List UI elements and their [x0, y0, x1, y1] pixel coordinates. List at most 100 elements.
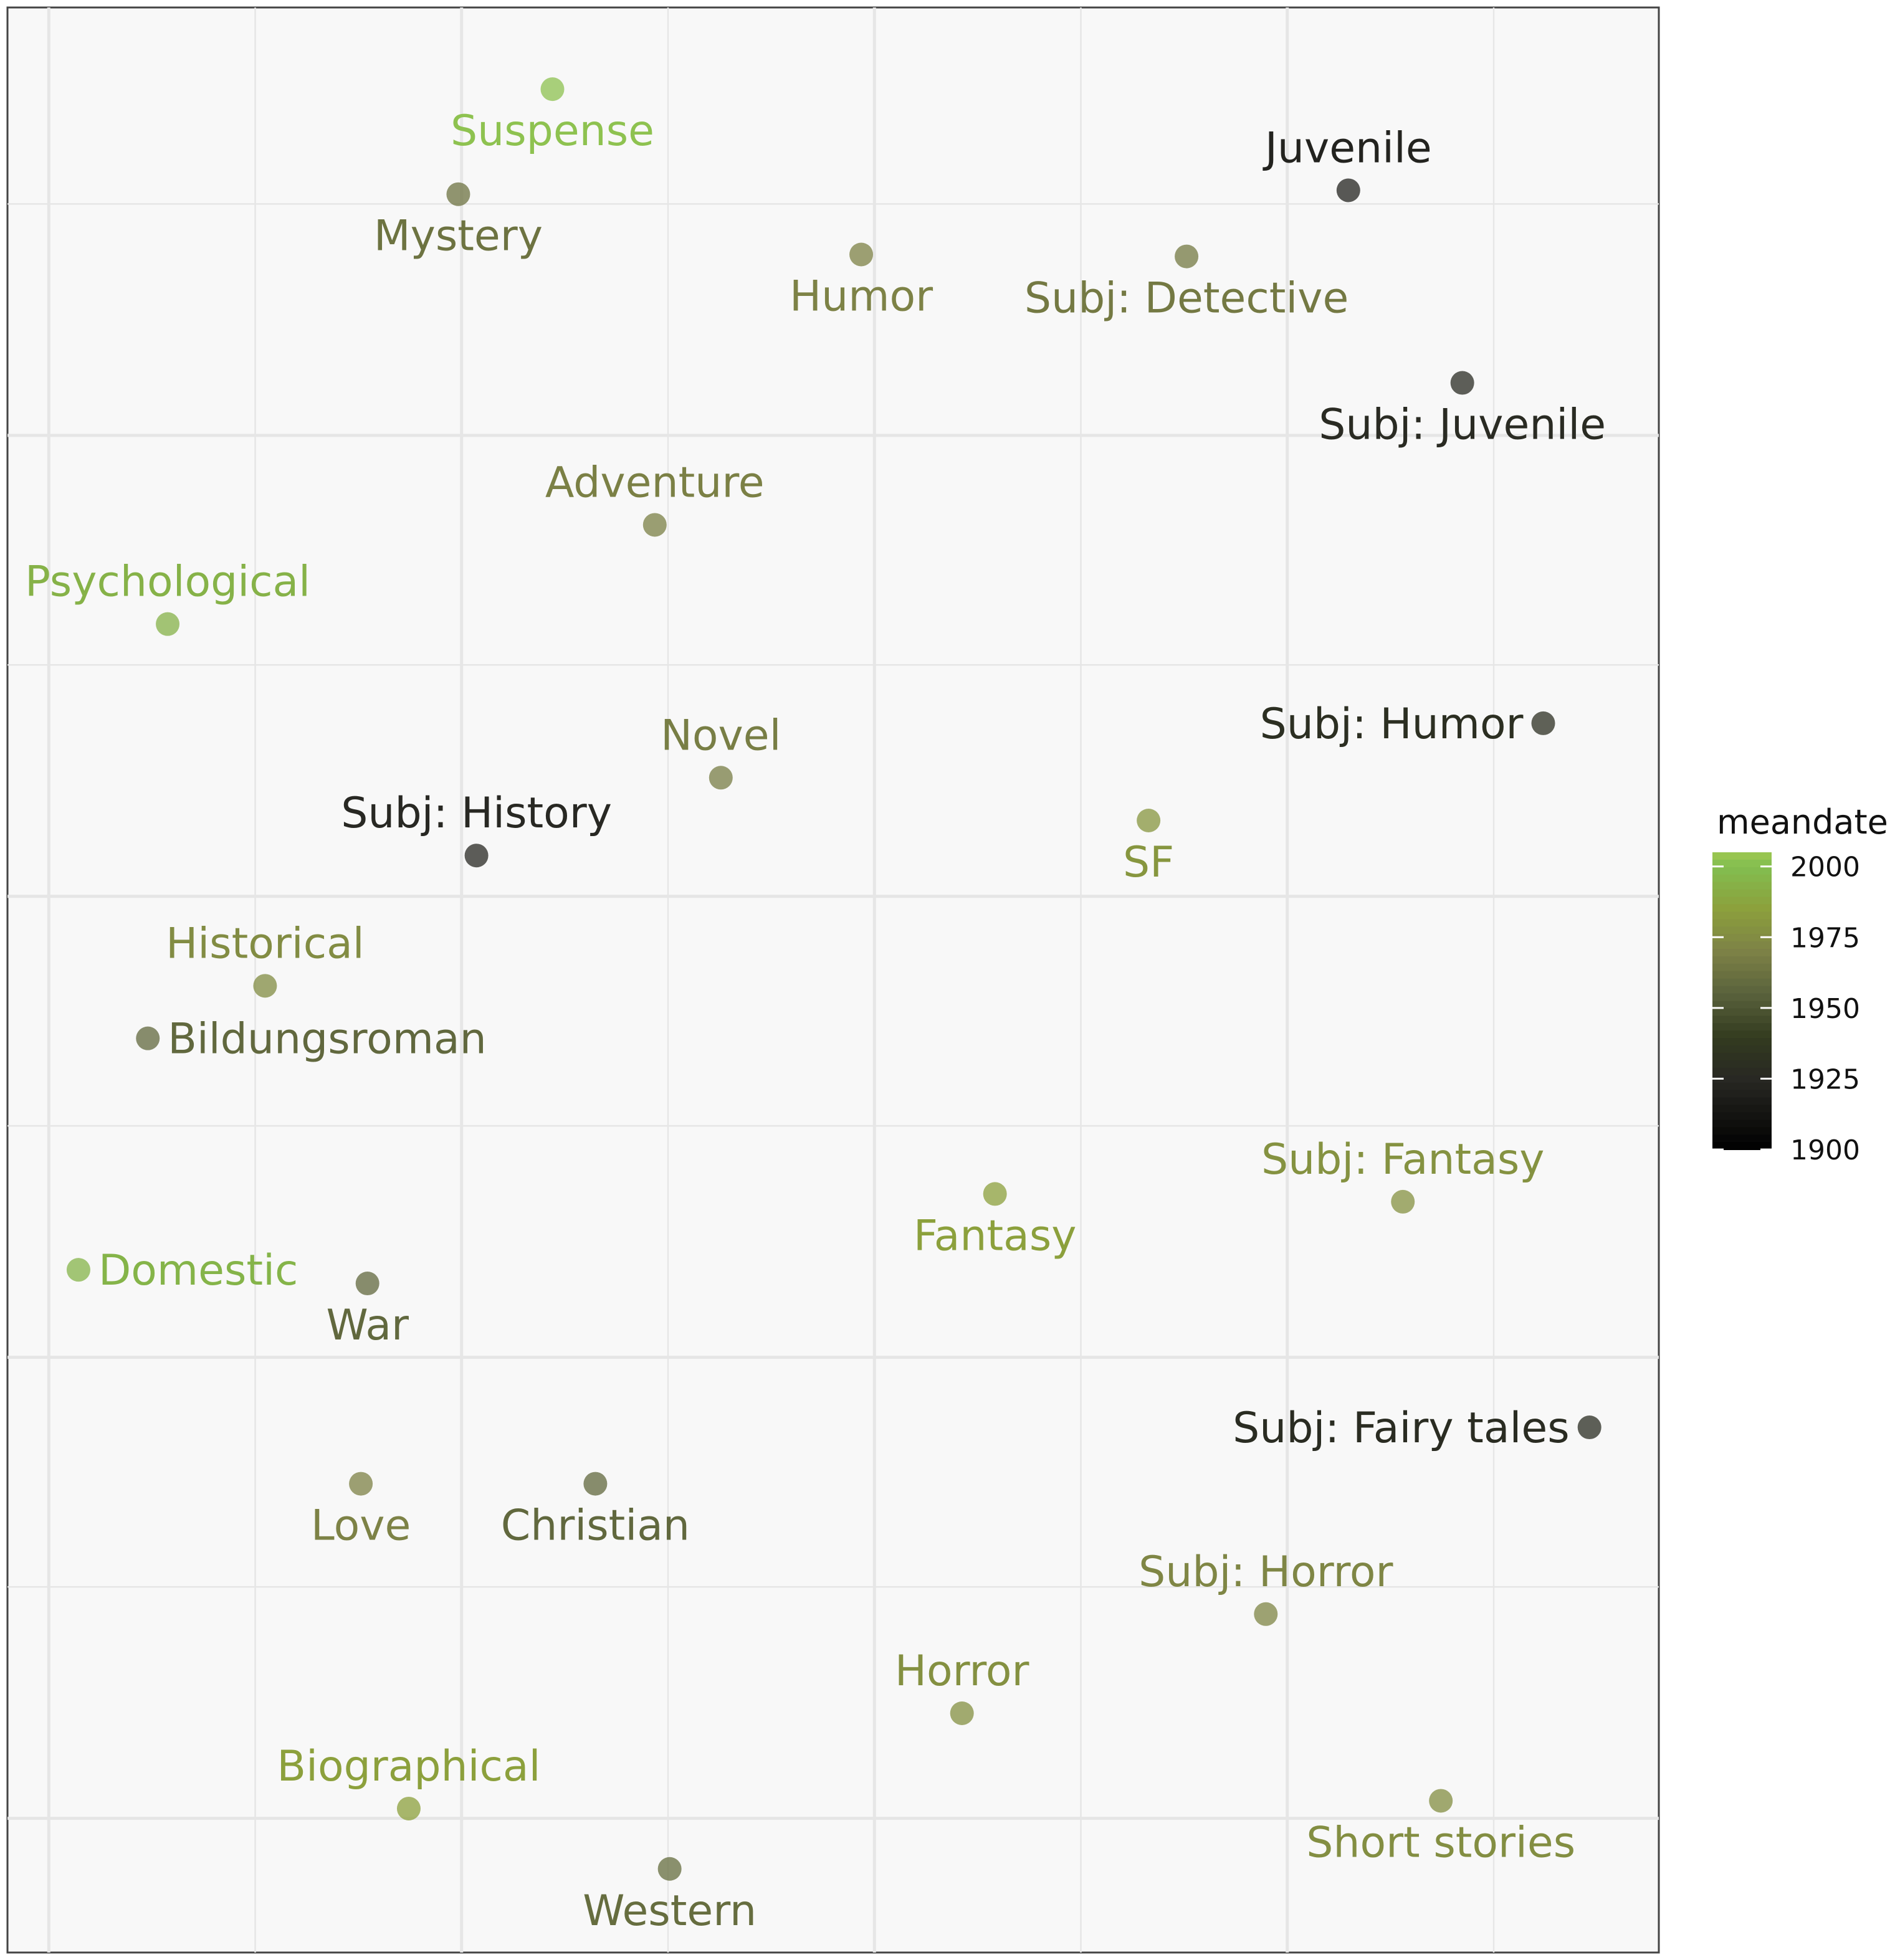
- data-label: Christian: [501, 1501, 690, 1551]
- data-point: [642, 513, 667, 537]
- legend-color-segment: [1712, 949, 1772, 957]
- data-label: Mystery: [374, 212, 543, 261]
- legend-color-segment: [1712, 1127, 1772, 1136]
- legend-color-segment: [1712, 919, 1772, 928]
- legend-color-segment: [1712, 941, 1772, 950]
- data-label: Humor: [790, 272, 933, 321]
- data-label: Subj: History: [341, 789, 612, 838]
- legend-color-segment: [1712, 934, 1772, 943]
- data-point: [66, 1258, 90, 1282]
- legend-color-segment: [1712, 867, 1772, 875]
- data-point: [1429, 1789, 1453, 1813]
- legend-color-segment: [1712, 1030, 1772, 1039]
- data-point: [156, 612, 180, 636]
- data-point: [1577, 1415, 1601, 1440]
- data-point: [540, 77, 565, 102]
- data-label: Subj: Fairy tales: [1233, 1404, 1570, 1453]
- data-label: Domestic: [98, 1246, 298, 1295]
- data-point: [657, 1857, 682, 1881]
- data-label: Subj: Humor: [1260, 700, 1524, 749]
- legend-color-segment: [1712, 1112, 1772, 1121]
- data-point: [1336, 178, 1360, 202]
- legend-tick-label: 1900: [1790, 1135, 1860, 1166]
- legend-color-segment: [1712, 1016, 1772, 1024]
- data-point: [950, 1701, 974, 1725]
- data-point: [1175, 244, 1199, 269]
- legend-color-segment: [1712, 874, 1772, 883]
- legend-color-segment: [1712, 1120, 1772, 1128]
- legend-ticks: 2000 1975 1950 1925 1900: [1712, 852, 1860, 1166]
- grid-lines: [7, 7, 1659, 1953]
- legend-title: meandate: [1717, 802, 1888, 842]
- legend-color-segment: [1712, 986, 1772, 994]
- legend-color-segment: [1712, 1090, 1772, 1098]
- legend-color-segment: [1712, 1135, 1772, 1143]
- data-label: Suspense: [451, 107, 654, 156]
- data-label: Short stories: [1306, 1818, 1575, 1867]
- legend-color-segment: [1712, 1060, 1772, 1068]
- data-point: [1450, 371, 1474, 395]
- legend-color-segment: [1712, 859, 1772, 868]
- data-point: [349, 1472, 373, 1496]
- data-point: [983, 1182, 1007, 1206]
- data-point: [1391, 1189, 1415, 1214]
- data-labels: Suspense Mystery Juvenile Humor Subj: Detect…: [25, 107, 1606, 1936]
- data-point: [355, 1272, 379, 1296]
- data-point: [849, 242, 874, 267]
- data-point: [446, 182, 470, 206]
- data-label: Subj: Juvenile: [1319, 401, 1606, 450]
- data-label: Subj: Detective: [1024, 274, 1349, 323]
- data-label: SF: [1123, 838, 1174, 887]
- data-point: [1531, 711, 1555, 735]
- data-point: [583, 1472, 608, 1496]
- legend-color-segment: [1712, 971, 1772, 979]
- data-point: [1254, 1602, 1278, 1626]
- data-label: Horror: [895, 1647, 1029, 1696]
- legend-tick-label: 1975: [1790, 922, 1860, 954]
- legend-color-segment: [1712, 1001, 1772, 1009]
- legend-color-segment: [1712, 963, 1772, 972]
- legend-color-segment: [1712, 897, 1772, 905]
- data-label: Subj: Fantasy: [1261, 1135, 1544, 1184]
- data-point: [396, 1796, 421, 1820]
- data-label: Adventure: [545, 458, 765, 507]
- data-label: Juvenile: [1263, 123, 1432, 173]
- legend-color-segment: [1712, 1097, 1772, 1106]
- legend: meandate 2000 1975 1950 1925 1900: [1712, 802, 1888, 1166]
- legend-tick-label: 1925: [1790, 1063, 1860, 1095]
- plot-panel-background: [6, 6, 1660, 1954]
- data-points: [66, 77, 1601, 1881]
- legend-color-segment: [1712, 1067, 1772, 1076]
- legend-color-segment: [1712, 911, 1772, 920]
- data-label: Novel: [661, 711, 781, 760]
- legend-color-segment: [1712, 1082, 1772, 1091]
- data-label: Fantasy: [914, 1211, 1077, 1260]
- data-label: Subj: Horror: [1138, 1548, 1393, 1597]
- data-label: Psychological: [25, 558, 310, 607]
- legend-color-segment: [1712, 882, 1772, 890]
- data-point: [136, 1026, 160, 1050]
- legend-color-segment: [1712, 1023, 1772, 1032]
- legend-color-segment: [1712, 852, 1772, 860]
- legend-color-segment: [1712, 1142, 1772, 1150]
- legend-color-segment: [1712, 956, 1772, 964]
- legend-color-segment: [1712, 1008, 1772, 1017]
- data-label: War: [326, 1301, 409, 1350]
- data-label: Historical: [166, 919, 365, 968]
- data-label: Western: [583, 1886, 757, 1936]
- legend-color-segment: [1712, 1105, 1772, 1113]
- legend-color-segment: [1712, 993, 1772, 1002]
- legend-tick-label: 1950: [1790, 993, 1860, 1025]
- legend-color-segment: [1712, 1075, 1772, 1083]
- legend-tick-label: 2000: [1790, 852, 1860, 883]
- legend-color-segment: [1712, 1052, 1772, 1061]
- data-point: [1137, 808, 1161, 832]
- legend-color-segment: [1712, 904, 1772, 913]
- data-label: Biographical: [277, 1742, 540, 1791]
- data-point: [464, 844, 489, 868]
- legend-color-segment: [1712, 978, 1772, 987]
- legend-colorbar: [1712, 852, 1772, 1150]
- legend-color-segment: [1712, 926, 1772, 935]
- legend-color-segment: [1712, 1045, 1772, 1054]
